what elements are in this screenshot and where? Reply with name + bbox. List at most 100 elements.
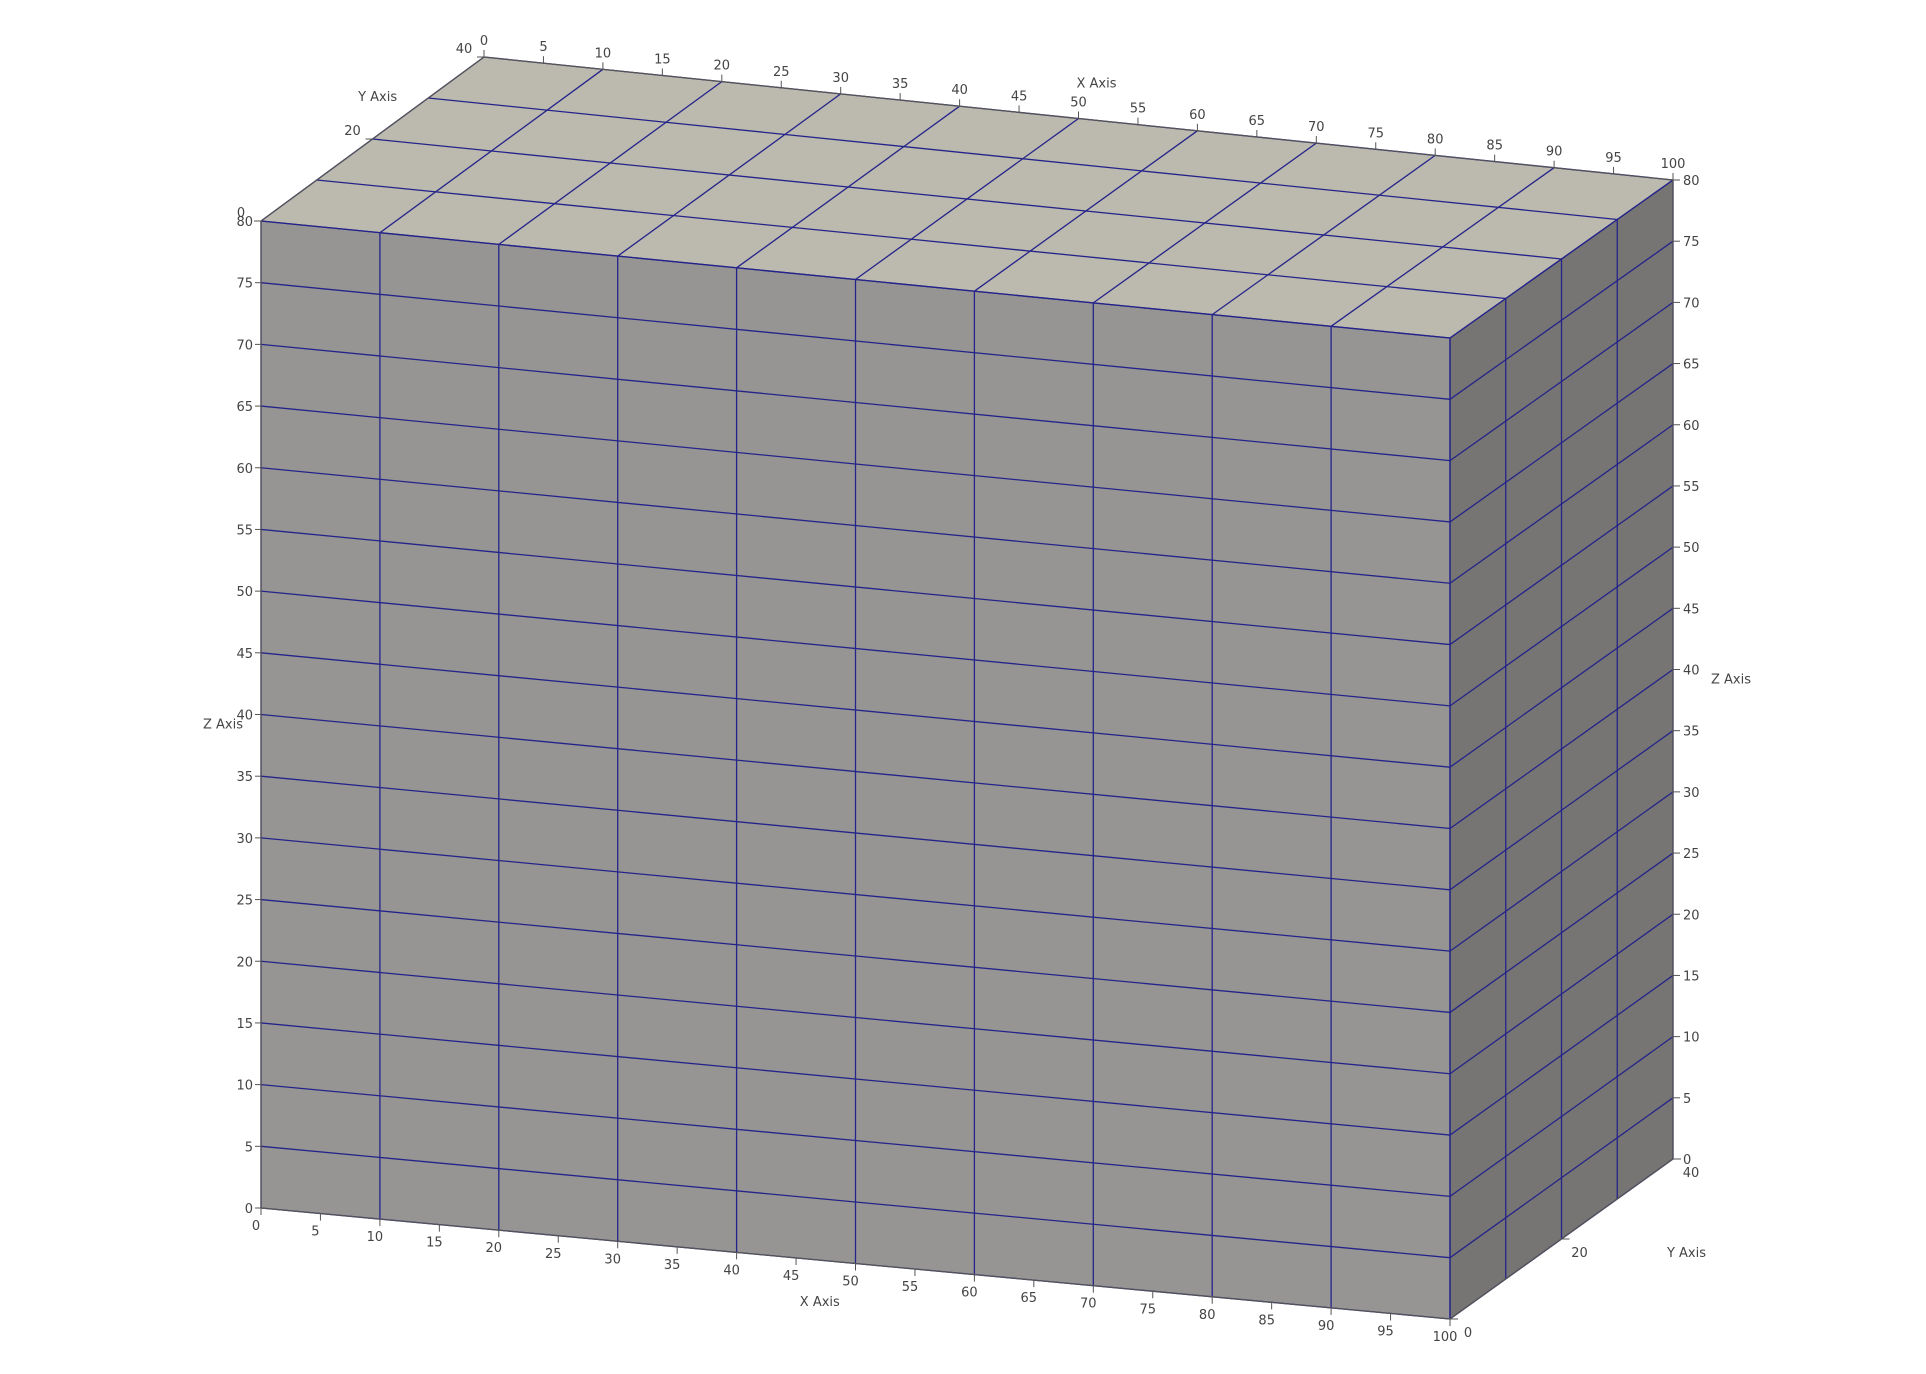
z-right-tick-label: 5 xyxy=(1683,1092,1691,1107)
x-bottom-axis-title: X Axis xyxy=(800,1295,840,1310)
x-bottom-tick-label: 5 xyxy=(311,1225,319,1240)
z-left-tick-label: 80 xyxy=(236,215,253,230)
x-top-tick-label: 95 xyxy=(1605,151,1622,166)
top-grid-y xyxy=(428,97,1618,221)
z-right-axis-title: Z Axis xyxy=(1711,673,1751,688)
front-grid-horizontal xyxy=(260,898,1451,1014)
x-bottom-tick-label: 50 xyxy=(842,1275,859,1290)
x-top-tick-label: 35 xyxy=(892,77,909,92)
front-grid-horizontal xyxy=(260,837,1451,952)
front-grid-horizontal xyxy=(260,405,1451,523)
top-face xyxy=(261,57,1673,338)
top-grid-y xyxy=(372,138,1562,260)
z-right-tick-label: 10 xyxy=(1683,1031,1700,1046)
x-bottom-tick-label: 45 xyxy=(783,1269,800,1284)
z-left-tick-label: 35 xyxy=(236,770,253,785)
front-grid-horizontal xyxy=(260,343,1451,462)
x-top-tick-label: 20 xyxy=(714,59,731,74)
z-right-tick-label: 60 xyxy=(1683,419,1700,434)
y-top-tick-label: 20 xyxy=(344,124,361,139)
z-left-axis-title: Z Axis xyxy=(203,718,243,733)
x-top-tick-label: 55 xyxy=(1130,102,1147,117)
z-right-tick-label: 40 xyxy=(1683,664,1700,679)
x-top-tick-label: 100 xyxy=(1661,157,1686,172)
front-grid-horizontal xyxy=(260,1022,1451,1136)
x-bottom-tick-label: 95 xyxy=(1377,1325,1394,1340)
z-right-tick-label: 0 xyxy=(1683,1153,1691,1168)
y-top-tick-label: 0 xyxy=(237,206,245,221)
z-right-tick-label: 75 xyxy=(1683,235,1700,250)
side-grid-horizontal xyxy=(1449,363,1674,523)
axis-labels: 0 5 10 15 20 25 30 35 40 45 50 55 60 65 70 75 80 85 90 95 10… xyxy=(203,34,1751,1345)
x-bottom-tick-label: 90 xyxy=(1318,1319,1335,1334)
x-top-tick-label: 65 xyxy=(1249,114,1266,129)
front-grid-horizontal xyxy=(260,467,1451,584)
side-grid-horizontal xyxy=(1449,301,1674,462)
z-left-tick-label: 60 xyxy=(236,462,253,477)
y-bottom-tick-label: 20 xyxy=(1571,1246,1588,1261)
z-left-tick-label: 25 xyxy=(236,894,253,909)
x-bottom-tick-label: 75 xyxy=(1140,1302,1157,1317)
x-top-tick-label: 45 xyxy=(1011,89,1028,104)
side-grid-horizontal xyxy=(1449,240,1674,400)
front-grid-horizontal xyxy=(260,1145,1451,1259)
x-bottom-tick-label: 30 xyxy=(604,1252,621,1267)
x-bottom-tick-label: 60 xyxy=(961,1286,978,1301)
z-right-tick-label: 50 xyxy=(1683,541,1700,556)
x-top-tick-label: 60 xyxy=(1189,108,1206,123)
x-top-tick-label: 25 xyxy=(773,65,790,80)
z-left-tick-label: 75 xyxy=(236,277,253,292)
front-grid-horizontal xyxy=(260,590,1451,707)
x-bottom-tick-label: 55 xyxy=(902,1280,919,1295)
front-grid-horizontal xyxy=(260,960,1451,1075)
x-top-tick-label: 50 xyxy=(1070,96,1087,111)
x-bottom-tick-label: 65 xyxy=(1021,1291,1038,1306)
z-right-tick-label: 80 xyxy=(1683,174,1700,189)
side-grid-horizontal xyxy=(1449,730,1674,891)
x-top-tick-label: 90 xyxy=(1546,145,1563,160)
x-bottom-tick-label: 10 xyxy=(367,1230,384,1245)
y-bottom-axis-title: Y Axis xyxy=(1666,1246,1706,1261)
front-grid-horizontal xyxy=(260,1083,1451,1198)
x-top-tick-label: 15 xyxy=(654,53,671,68)
x-bottom-tick-label: 70 xyxy=(1080,1297,1097,1312)
axes-group xyxy=(254,50,1681,1326)
z-left-tick-label: 15 xyxy=(236,1017,253,1032)
z-left-tick-label: 45 xyxy=(236,647,253,662)
x-bottom-tick-label: 20 xyxy=(486,1241,503,1256)
y-bottom-tick-label: 40 xyxy=(1683,1166,1700,1181)
side-grid-horizontal xyxy=(1449,1036,1674,1197)
x-top-tick-label: 40 xyxy=(951,83,968,98)
top-grid-y xyxy=(260,220,1451,339)
z-left-tick-label: 0 xyxy=(245,1202,253,1217)
z-left-tick-label: 65 xyxy=(236,400,253,415)
x-top-tick-label: 5 xyxy=(539,40,547,55)
z-left-tick-label: 20 xyxy=(236,955,253,970)
side-grid-horizontal xyxy=(1449,546,1674,707)
side-grid-horizontal xyxy=(1449,424,1674,584)
z-left-tick-label: 55 xyxy=(236,523,253,538)
side-grid-horizontal xyxy=(1449,852,1674,1013)
z-right-tick-label: 55 xyxy=(1683,480,1700,495)
x-top-tick-label: 70 xyxy=(1308,120,1325,135)
box-faces xyxy=(261,57,1673,1319)
x-top-tick-label: 85 xyxy=(1486,139,1503,154)
side-grid-horizontal xyxy=(1449,485,1674,646)
x-bottom-tick-label: 40 xyxy=(723,1263,740,1278)
front-grid-horizontal xyxy=(260,713,1451,830)
y-bottom-tick-label: 0 xyxy=(1464,1326,1472,1341)
front-grid-horizontal xyxy=(260,528,1451,646)
x-bottom-tick-label: 15 xyxy=(426,1236,443,1251)
x-top-tick-label: 10 xyxy=(595,46,612,61)
x-top-tick-label: 80 xyxy=(1427,132,1444,147)
side-grid-horizontal xyxy=(1449,607,1674,768)
z-right-tick-label: 20 xyxy=(1683,908,1700,923)
z-right-tick-label: 45 xyxy=(1683,602,1700,617)
z-left-tick-label: 70 xyxy=(236,338,253,353)
x-bottom-tick-label: 25 xyxy=(545,1247,562,1262)
y-top-tick-label: 40 xyxy=(456,42,473,57)
z-right-tick-label: 25 xyxy=(1683,847,1700,862)
side-grid-horizontal xyxy=(1449,1097,1674,1259)
z-left-tick-label: 5 xyxy=(245,1140,253,1155)
